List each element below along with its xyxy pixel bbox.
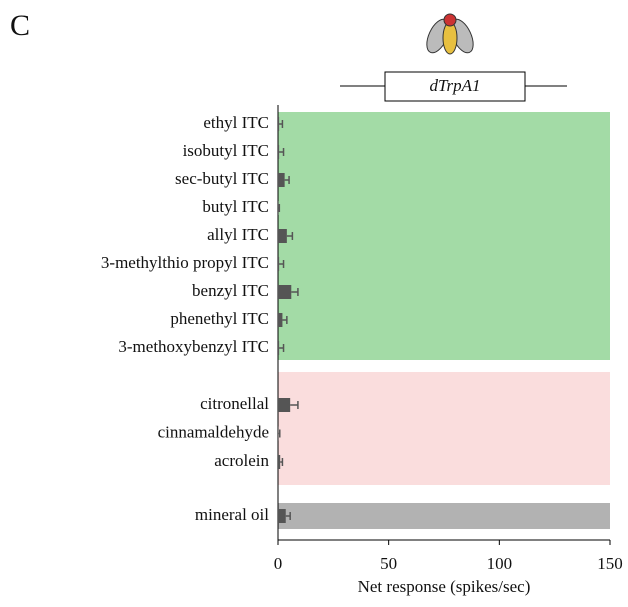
category-label: 3-methylthio propyl ITC (101, 253, 269, 272)
category-label: ethyl ITC (203, 113, 269, 132)
group-band (278, 112, 610, 360)
category-label: sec-butyl ITC (175, 169, 269, 188)
x-tick-label: 100 (487, 554, 513, 573)
x-axis-label: Net response (spikes/sec) (358, 577, 531, 596)
group-band (278, 372, 610, 485)
bar (278, 285, 291, 299)
fly-icon (422, 14, 478, 56)
bar (278, 509, 286, 523)
bar (278, 117, 279, 131)
gene-label: dTrpA1 (429, 76, 480, 95)
bar (278, 398, 290, 412)
category-label: 3-methoxybenzyl ITC (118, 337, 269, 356)
category-label: cinnamaldehyde (158, 422, 269, 441)
category-label: benzyl ITC (192, 281, 269, 300)
category-label: isobutyl ITC (183, 141, 269, 160)
x-tick-label: 0 (274, 554, 283, 573)
category-label: allyl ITC (207, 225, 269, 244)
group-band (278, 503, 610, 529)
category-label: phenethyl ITC (170, 309, 269, 328)
category-label: acrolein (214, 451, 269, 470)
panel-label: C (10, 9, 30, 42)
category-label: butyl ITC (202, 197, 269, 216)
bar (278, 455, 280, 469)
bar (278, 201, 279, 215)
x-tick-label: 50 (380, 554, 397, 573)
bar (278, 341, 279, 355)
bar (278, 257, 279, 271)
bar (278, 229, 287, 243)
x-tick-label: 150 (597, 554, 623, 573)
chart: C dTrpA1 0 50 100 150 Net response (spikes/s… (0, 0, 628, 602)
bar (278, 145, 279, 159)
category-label: mineral oil (195, 505, 269, 524)
category-label: citronellal (200, 394, 269, 413)
bar (278, 427, 279, 441)
bar (278, 313, 282, 327)
bar (278, 173, 285, 187)
